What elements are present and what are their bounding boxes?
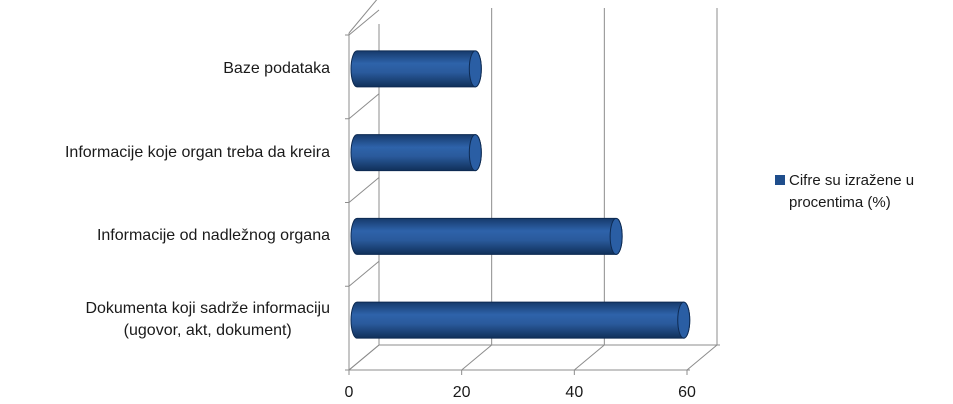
bar-layer xyxy=(350,50,691,339)
grid-layer xyxy=(345,0,720,375)
category-label-line: Baze podataka xyxy=(223,59,330,77)
x-tick-label: 60 xyxy=(678,384,696,401)
bar-end-cap xyxy=(468,50,482,88)
category-label-line: Informacije koje organ treba da kreira xyxy=(64,143,330,161)
x-tick-label: 0 xyxy=(344,384,354,401)
category-label: Dokumenta koji sadrže informaciju (ugovor… xyxy=(85,298,330,342)
bar-end-cap xyxy=(468,134,482,172)
wall-top-edge xyxy=(348,0,378,34)
x-tick-label: 20 xyxy=(452,384,471,401)
bar-body xyxy=(350,134,482,172)
wall-divider xyxy=(348,93,380,120)
category-label: Informacije koje organ treba da kreira xyxy=(65,142,330,164)
wall-divider xyxy=(348,260,380,287)
wall-divider xyxy=(348,344,380,371)
bar-body xyxy=(350,217,623,255)
bar xyxy=(350,217,623,255)
category-label-line: Dokumenta koji sadrže informaciju xyxy=(85,300,330,318)
category-label: Informacije od nadležnog organa xyxy=(97,225,330,247)
bar xyxy=(350,134,482,172)
wall-divider xyxy=(348,177,380,203)
bar-end-cap xyxy=(609,217,623,255)
wall-divider xyxy=(348,9,380,36)
bar xyxy=(350,50,482,88)
floor-gridline xyxy=(686,344,718,371)
x-tick-label: 40 xyxy=(565,384,584,401)
category-label-line: (ugovor, akt, dokument) xyxy=(123,322,292,340)
floor-gridline xyxy=(461,344,492,371)
bar-end-cap xyxy=(677,301,691,339)
category-label: Baze podataka xyxy=(223,58,330,80)
bar-body xyxy=(350,301,691,339)
bar xyxy=(350,301,691,339)
legend-label: Cifre su izražene u procentima (%) xyxy=(789,172,915,211)
category-label-line: Informacije od nadležnog organa xyxy=(96,227,330,245)
bar-body xyxy=(350,50,482,88)
legend-swatch xyxy=(775,175,785,185)
floor-gridline xyxy=(574,344,605,371)
